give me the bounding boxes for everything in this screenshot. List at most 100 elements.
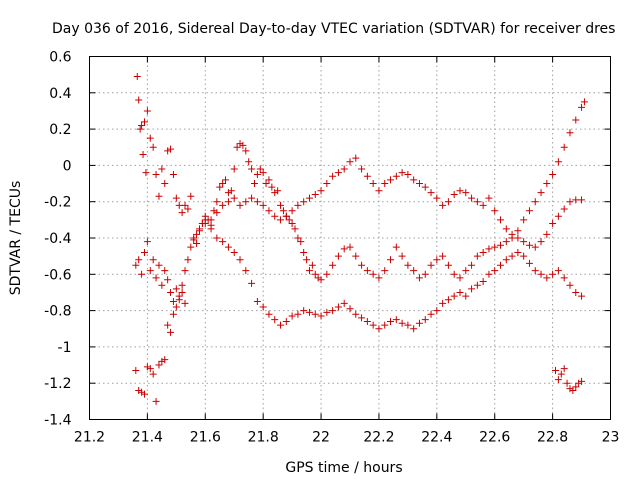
data-point (358, 261, 366, 269)
data-point (479, 278, 487, 286)
data-point (169, 310, 177, 318)
y-tick-label: -1 (58, 340, 72, 356)
data-point (491, 243, 499, 251)
data-point (444, 296, 452, 304)
data-point (462, 267, 470, 275)
data-point (140, 118, 148, 126)
data-point (265, 207, 273, 215)
x-tick-label: 22.8 (537, 430, 568, 446)
data-point (427, 261, 435, 269)
data-point (549, 270, 557, 278)
data-point (485, 270, 493, 278)
data-point (491, 207, 499, 215)
data-point (213, 234, 221, 242)
data-point (250, 180, 258, 188)
data-point (549, 170, 557, 178)
data-point (334, 303, 342, 311)
data-point (566, 385, 574, 393)
data-point (133, 72, 141, 80)
data-point (300, 198, 308, 206)
data-point (525, 241, 533, 249)
data-points (132, 72, 588, 405)
data-point (537, 238, 545, 246)
data-point (560, 143, 568, 151)
data-point (184, 256, 192, 264)
data-point (323, 308, 331, 316)
data-point (346, 243, 354, 251)
y-tick-label: -0.6 (44, 267, 71, 283)
data-point (138, 270, 146, 278)
data-point (190, 234, 198, 242)
data-point (468, 261, 476, 269)
data-point (543, 230, 551, 238)
data-point (236, 201, 244, 209)
data-point (143, 238, 151, 246)
data-point (410, 267, 418, 275)
data-point (369, 270, 377, 278)
data-point (340, 245, 348, 253)
data-point (560, 365, 568, 373)
data-point (473, 198, 481, 206)
data-point (138, 121, 146, 129)
data-point (554, 376, 562, 384)
data-point (239, 141, 247, 149)
data-point (358, 314, 366, 322)
data-point (473, 252, 481, 260)
data-point (473, 281, 481, 289)
data-point (427, 310, 435, 318)
data-point (274, 187, 282, 195)
data-point (398, 252, 406, 260)
data-point (161, 356, 169, 364)
data-point (146, 267, 154, 275)
data-point (143, 107, 151, 115)
data-point (193, 239, 201, 247)
data-point (514, 234, 522, 242)
data-point (135, 96, 143, 104)
axis-ticks (89, 56, 611, 420)
data-point (554, 267, 562, 275)
data-point (485, 194, 493, 202)
data-point (149, 143, 157, 151)
y-tick-label: 0.4 (49, 86, 71, 102)
data-point (566, 198, 574, 206)
data-point (181, 299, 189, 307)
data-point (158, 357, 166, 365)
data-point (497, 261, 505, 269)
data-point (537, 189, 545, 197)
data-point (508, 252, 516, 260)
data-point (259, 303, 267, 311)
data-point (520, 252, 528, 260)
data-point (207, 225, 215, 233)
data-point (155, 192, 163, 200)
data-point (164, 321, 172, 329)
y-tick-label: -0.2 (44, 195, 71, 211)
data-point (294, 310, 302, 318)
data-point (531, 243, 539, 251)
data-point (288, 312, 296, 320)
data-point (563, 379, 571, 387)
data-point (230, 194, 238, 202)
x-tick-label: 21.6 (190, 430, 221, 446)
data-point (259, 201, 267, 209)
data-point (479, 249, 487, 257)
data-point (140, 390, 148, 398)
data-point (554, 158, 562, 166)
data-point (415, 180, 423, 188)
data-point (580, 98, 588, 106)
data-point (468, 285, 476, 293)
data-point (305, 308, 313, 316)
data-point (305, 267, 313, 275)
data-point (421, 183, 429, 191)
data-point (300, 307, 308, 315)
data-point (253, 198, 261, 206)
data-point (575, 379, 583, 387)
data-point (314, 274, 322, 282)
data-point (288, 207, 296, 215)
data-point (363, 172, 371, 180)
data-point (248, 165, 256, 173)
data-point (268, 183, 276, 191)
data-point (329, 307, 337, 315)
data-point (537, 270, 545, 278)
data-point (216, 183, 224, 191)
